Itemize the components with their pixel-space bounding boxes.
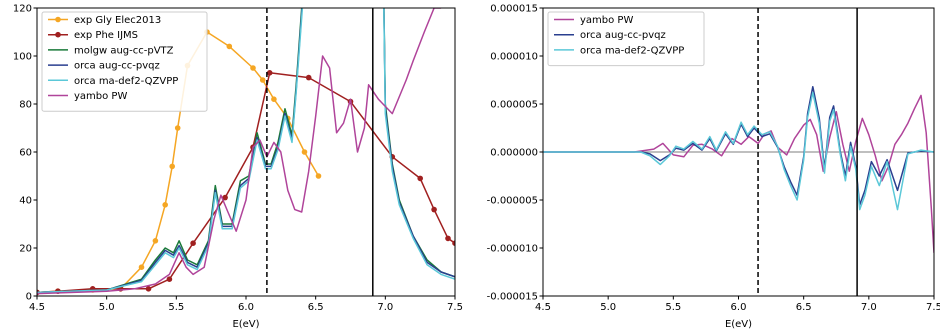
x-tick-label: 6.5	[308, 302, 324, 313]
x-axis-label: E(eV)	[725, 319, 752, 329]
data-point	[152, 238, 159, 244]
x-tick-label: 6.0	[731, 302, 747, 313]
data-point	[169, 163, 175, 170]
data-point	[305, 74, 312, 81]
data-point	[226, 43, 233, 50]
y-tick-label: 0.000005	[490, 100, 538, 111]
y-tick-label: 0.000000	[490, 148, 538, 159]
y-tick-label: 60	[19, 148, 32, 159]
y-tick-label: 20	[19, 244, 32, 255]
y-tick-label: 0.000015	[490, 4, 538, 15]
series-line-5	[37, 8, 442, 295]
data-point	[166, 276, 173, 283]
x-tick-label: 4.5	[29, 302, 45, 313]
legend-label: yambo PW	[580, 15, 633, 26]
left-chart: 4.5 5.0 5.5 6.0 6.5 7.0 7.5 0 20 40 60 80 100 120 E(eV…	[13, 4, 463, 329]
right-chart: 4.5 5.0 5.5 6.0 6.5 7.0 7.5 -0.000015 -0.000010 -…	[487, 4, 940, 329]
x-tick-label: 5.5	[665, 302, 681, 313]
x-tick-label: 5.0	[99, 302, 115, 313]
data-point	[271, 96, 277, 102]
data-point	[315, 173, 322, 179]
data-point	[162, 202, 168, 208]
legend-marker	[55, 31, 61, 38]
x-tick-label: 7.0	[861, 302, 877, 313]
series-line-1	[543, 85, 934, 206]
plot-area	[37, 8, 455, 296]
legend-label: molgw aug-cc-pVTZ	[74, 45, 174, 56]
data-point	[452, 240, 455, 246]
data-point	[445, 235, 451, 242]
data-point	[259, 77, 266, 83]
plot-area	[543, 8, 934, 296]
data-point	[301, 149, 308, 155]
legend-item: yambo PW	[48, 91, 127, 102]
x-axis-label: E(eV)	[232, 319, 259, 329]
legend-item: exp Phe IJMS	[48, 30, 138, 41]
y-tick-label: 120	[13, 4, 32, 15]
x-tick-label: 7.5	[447, 302, 463, 313]
legend-item: exp Gly Elec2013	[48, 15, 161, 26]
data-point	[250, 65, 256, 71]
series-line-2	[543, 91, 934, 211]
series-line-4	[37, 8, 455, 294]
x-tick-label: 7.5	[926, 302, 940, 313]
x-tick-label: 5.0	[600, 302, 616, 313]
legend-item: orca ma-def2-QZVPP	[48, 76, 178, 87]
legend-label: orca ma-def2-QZVPP	[580, 45, 684, 56]
legend: yambo PW orca aug-cc-pvqz orca ma-def2-QZV…	[547, 11, 705, 67]
data-point	[222, 194, 228, 201]
x-tick-label: 4.5	[535, 302, 551, 313]
data-point	[417, 175, 424, 182]
legend-label: orca aug-cc-pvqz	[580, 30, 666, 41]
legend: exp Gly Elec2013 exp Phe IJMS molgw aug-cc…	[41, 11, 208, 112]
data-point	[174, 125, 181, 131]
y-tick-label: 0	[26, 292, 32, 303]
data-point	[190, 240, 196, 246]
y-tick-label: 0.000010	[490, 52, 538, 63]
y-tick-label: 80	[19, 100, 32, 111]
legend-item: orca ma-def2-QZVPP	[554, 45, 684, 56]
legend-label: exp Phe IJMS	[74, 30, 138, 41]
data-point	[431, 206, 437, 213]
data-point	[266, 70, 273, 76]
legend-label: orca aug-cc-pvqz	[74, 61, 160, 72]
legend-item: molgw aug-cc-pVTZ	[48, 45, 174, 56]
legend-label: orca ma-def2-QZVPP	[74, 76, 178, 87]
legend-label: yambo PW	[74, 91, 127, 102]
legend-label: exp Gly Elec2013	[74, 15, 161, 26]
x-tick-label: 7.0	[377, 302, 393, 313]
legend-box	[547, 11, 705, 67]
series-line-0	[543, 94, 934, 253]
data-point	[145, 286, 152, 292]
y-tick-label: -0.000005	[487, 196, 538, 207]
legend-item: orca aug-cc-pvqz	[48, 61, 160, 72]
x-tick-label: 6.0	[238, 302, 254, 313]
y-tick-label: 100	[13, 52, 32, 63]
legend-item: yambo PW	[554, 15, 633, 26]
x-tick-label: 5.5	[168, 302, 184, 313]
y-tick-label: -0.000010	[487, 244, 538, 255]
y-tick-label: 40	[19, 196, 32, 207]
legend-marker	[55, 16, 61, 23]
legend-item: orca aug-cc-pvqz	[554, 30, 666, 41]
x-tick-label: 6.5	[796, 302, 812, 313]
data-point	[138, 264, 145, 271]
y-tick-label: -0.000015	[487, 292, 538, 303]
legend-box	[41, 11, 208, 112]
